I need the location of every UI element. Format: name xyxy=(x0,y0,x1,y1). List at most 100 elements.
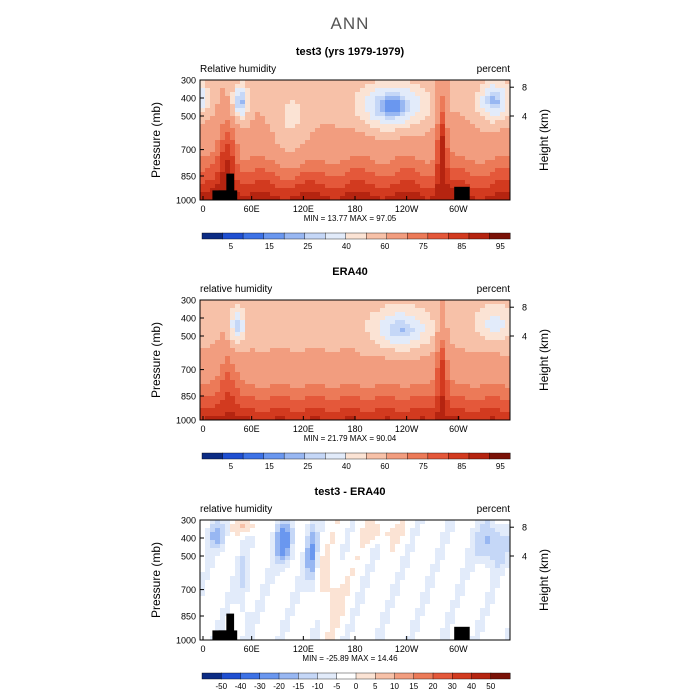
field-cell xyxy=(345,128,351,133)
field-cell xyxy=(390,564,396,569)
field-cell xyxy=(410,160,416,165)
field-cell xyxy=(240,532,246,537)
field-cell xyxy=(255,128,261,133)
field-cell xyxy=(225,392,231,397)
field-cell xyxy=(280,184,286,189)
field-cell xyxy=(350,588,356,593)
field-cell xyxy=(315,564,321,569)
field-cell xyxy=(440,352,446,357)
field-cell xyxy=(340,572,346,577)
field-cell xyxy=(375,308,381,313)
field-cell xyxy=(310,388,316,393)
field-cell xyxy=(260,380,266,385)
field-cell xyxy=(490,120,496,125)
field-cell xyxy=(250,140,256,145)
field-cell xyxy=(205,396,211,401)
field-cell xyxy=(350,336,356,341)
field-cell xyxy=(295,140,301,145)
field-cell xyxy=(240,148,246,153)
field-cell xyxy=(410,80,416,85)
field-cell xyxy=(445,144,451,149)
field-cell xyxy=(220,544,226,549)
field-cell xyxy=(505,344,511,349)
field-cell xyxy=(245,536,251,541)
field-cell xyxy=(345,396,351,401)
field-cell xyxy=(250,144,256,149)
field-cell xyxy=(365,160,371,165)
field-cell xyxy=(335,348,341,353)
field-cell xyxy=(260,572,266,577)
field-cell xyxy=(490,548,496,553)
field-cell xyxy=(330,356,336,361)
field-cell xyxy=(330,192,336,197)
field-cell xyxy=(260,372,266,377)
field-cell xyxy=(270,152,276,157)
field-cell xyxy=(375,384,381,389)
field-cell xyxy=(410,128,416,133)
field-cell xyxy=(260,404,266,409)
field-cell xyxy=(495,380,501,385)
field-cell xyxy=(280,396,286,401)
field-cell xyxy=(215,336,221,341)
field-cell xyxy=(225,360,231,365)
field-cell xyxy=(410,356,416,361)
field-cell xyxy=(365,312,371,317)
field-cell xyxy=(415,412,421,417)
field-cell xyxy=(265,592,271,597)
field-cell xyxy=(445,372,451,377)
field-cell xyxy=(230,156,236,161)
field-cell xyxy=(345,392,351,397)
field-cell xyxy=(500,524,506,529)
field-cell xyxy=(395,156,401,161)
field-cell xyxy=(405,104,411,109)
field-cell xyxy=(400,564,406,569)
field-cell xyxy=(230,112,236,117)
field-cell xyxy=(295,572,301,577)
field-cell xyxy=(340,584,346,589)
field-cell xyxy=(320,176,326,181)
field-cell xyxy=(220,372,226,377)
field-cell xyxy=(350,532,356,537)
field-cell xyxy=(430,104,436,109)
field-cell xyxy=(230,132,236,137)
field-cell xyxy=(445,108,451,113)
field-cell xyxy=(270,144,276,149)
field-cell xyxy=(200,320,206,325)
field-cell xyxy=(470,328,476,333)
field-cell xyxy=(255,564,261,569)
field-cell xyxy=(280,144,286,149)
field-cell xyxy=(435,104,441,109)
x-tick-label: 180 xyxy=(347,204,362,214)
field-cell xyxy=(480,556,486,561)
field-cell xyxy=(330,176,336,181)
field-cell xyxy=(385,92,391,97)
field-cell xyxy=(305,316,311,321)
field-cell xyxy=(220,312,226,317)
field-cell xyxy=(280,412,286,417)
field-cell xyxy=(450,96,456,101)
field-cell xyxy=(290,84,296,89)
field-cell xyxy=(460,352,466,357)
field-cell xyxy=(415,192,421,197)
field-cell xyxy=(280,336,286,341)
field-cell xyxy=(440,328,446,333)
field-cell xyxy=(425,360,431,365)
field-cell xyxy=(335,132,341,137)
field-cell xyxy=(310,96,316,101)
field-cell xyxy=(330,160,336,165)
field-cell xyxy=(465,400,471,405)
field-cell xyxy=(255,560,261,565)
field-cell xyxy=(480,300,486,305)
field-cell xyxy=(255,320,261,325)
field-cell xyxy=(395,528,401,533)
field-cell xyxy=(345,320,351,325)
field-cell xyxy=(420,172,426,177)
field-cell xyxy=(280,148,286,153)
field-cell xyxy=(210,336,216,341)
field-cell xyxy=(270,124,276,129)
field-cell xyxy=(335,320,341,325)
field-cell xyxy=(490,324,496,329)
field-cell xyxy=(300,520,306,525)
field-cell xyxy=(270,140,276,145)
field-cell xyxy=(290,560,296,565)
